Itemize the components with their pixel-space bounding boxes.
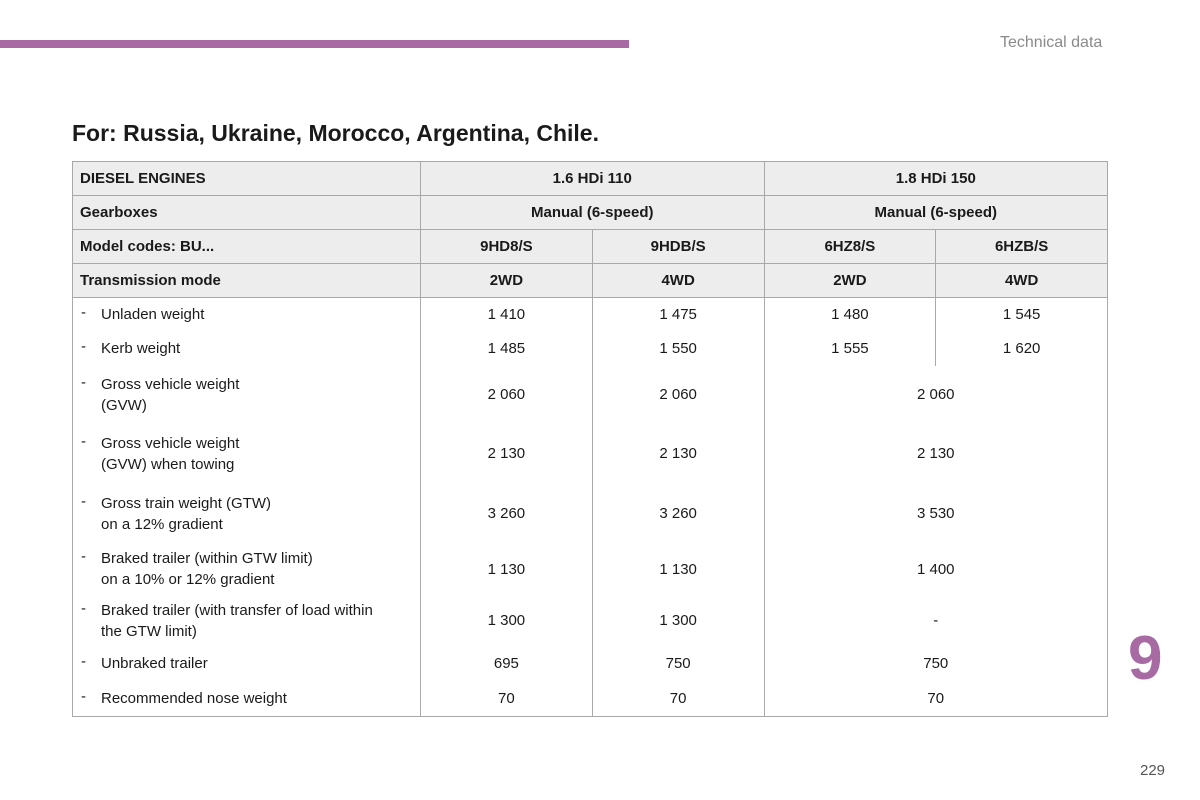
page-number: 229 [1140,762,1166,779]
row-label: - Recommended nose weight [72,680,421,717]
gearbox-a: Manual (6-speed) [420,195,765,230]
bullet-dash: - [81,432,86,450]
transmission-mode: 4WD [935,263,1109,298]
bullet-dash: - [81,653,86,670]
row-label-text: Braked trailer (within GTW limit) on a 10… [101,550,313,588]
row-label: - Gross train weight (GTW) on a 12% gradie… [72,483,421,544]
table-row: - Braked trailer (with transfer of load w… [72,594,1109,647]
table-cell: - [763,594,1109,647]
table-row: - Kerb weight 1 485 1 550 1 555 1 620 [72,331,1109,366]
engine-1-8-hdi: 1.8 HDi 150 [763,161,1109,196]
bullet-dash: - [81,338,86,355]
table-cell: 1 480 [763,297,937,332]
page-title: For: Russia, Ukraine, Morocco, Argentina… [72,120,599,146]
transmission-label: Transmission mode [72,263,421,298]
row-label-text: Kerb weight [101,340,181,357]
row-label: - Kerb weight [72,331,421,366]
table-row: - Unladen weight 1 410 1 475 1 480 1 545 [72,297,1109,332]
row-label: - Gross vehicle weight (GVW) [72,365,421,424]
table-cell: 1 410 [420,297,593,332]
table-cell: 1 300 [420,594,593,647]
transmission-mode: 2WD [763,263,937,298]
bullet-dash: - [81,599,86,617]
bullet-dash: - [81,373,86,391]
table-cell: 3 260 [420,483,593,544]
row-label-text: Recommended nose weight [101,689,287,707]
table-row: - Braked trailer (within GTW limit) on a 1… [72,543,1109,595]
model-code: 9HD8/S [420,229,593,264]
header-row-engines: DIESEL ENGINES 1.6 HDi 110 1.8 HDi 150 [72,161,1109,196]
table-row: - Gross train weight (GTW) on a 12% gradie… [72,483,1109,544]
transmission-mode: 4WD [591,263,765,298]
table-cell: 750 [591,646,765,681]
table-cell: 70 [591,680,765,717]
table-row: - Unbraked trailer 695 750 750 [72,646,1109,681]
table-cell: 1 555 [763,331,937,366]
transmission-mode: 2WD [420,263,593,298]
row-label: - Unbraked trailer [72,646,421,681]
row-label-text: Gross vehicle weight (GVW) [101,375,240,414]
row-label: - Gross vehicle weight (GVW) when towing [72,423,421,484]
table-row: - Recommended nose weight 70 70 70 [72,680,1109,717]
table-cell: 70 [763,680,1109,717]
table-cell: 1 620 [935,331,1109,366]
row-label: - Braked trailer (with transfer of load w… [72,594,421,647]
model-code: 6HZB/S [935,229,1109,264]
header-row-model-codes: Model codes: BU... 9HD8/S 9HDB/S 6HZ8/S … [72,229,1109,264]
header-row-transmission: Transmission mode 2WD 4WD 2WD 4WD [72,263,1109,298]
table-cell: 2 130 [591,423,765,484]
engines-label: DIESEL ENGINES [72,161,421,196]
row-label-text: Gross train weight (GTW) on a 12% gradien… [101,494,272,533]
bullet-dash: - [81,492,86,510]
table-cell: 1 485 [420,331,593,366]
table-cell: 2 060 [591,365,765,424]
section-label: Technical data [1000,34,1103,51]
engine-1-6-hdi: 1.6 HDi 110 [420,161,765,196]
model-code: 6HZ8/S [763,229,937,264]
table-cell: 2 130 [420,423,593,484]
table-cell: 3 260 [591,483,765,544]
diesel-weights-table: DIESEL ENGINES 1.6 HDi 110 1.8 HDi 150 G… [72,161,1109,717]
table-cell: 2 060 [420,365,593,424]
table-cell: 1 130 [420,543,593,595]
table-cell: 750 [763,646,1109,681]
table-cell: 1 300 [591,594,765,647]
table-cell: 695 [420,646,593,681]
model-code: 9HDB/S [591,229,765,264]
row-label-text: Unbraked trailer [101,655,208,672]
table-cell: 1 400 [763,543,1109,595]
chapter-number: 9 [1128,624,1163,693]
bullet-dash: - [81,548,86,565]
gearboxes-label: Gearboxes [72,195,421,230]
table-cell: 2 060 [763,365,1109,424]
model-codes-label: Model codes: BU... [72,229,421,264]
table-cell: 1 130 [591,543,765,595]
row-label: - Unladen weight [72,297,421,332]
table-cell: 70 [420,680,593,717]
table-cell: 1 475 [591,297,765,332]
gearbox-b: Manual (6-speed) [763,195,1109,230]
bullet-dash: - [81,687,86,705]
top-accent-bar [0,40,629,48]
table-cell: 2 130 [763,423,1109,484]
row-label: - Braked trailer (within GTW limit) on a 1… [72,543,421,595]
table-row: - Gross vehicle weight (GVW) 2 060 2 060 2… [72,365,1109,424]
row-label-text: Gross vehicle weight (GVW) when towing [101,434,240,473]
table-cell: 1 545 [935,297,1109,332]
table-cell: 3 530 [763,483,1109,544]
table-cell: 1 550 [591,331,765,366]
row-label-text: Unladen weight [101,306,205,324]
row-label-text: Braked trailer (with transfer of load wi… [101,601,373,640]
table-row: - Gross vehicle weight (GVW) when towing 2… [72,423,1109,484]
bullet-dash: - [81,304,86,322]
header-row-gearboxes: Gearboxes Manual (6-speed) Manual (6-spe… [72,195,1109,230]
